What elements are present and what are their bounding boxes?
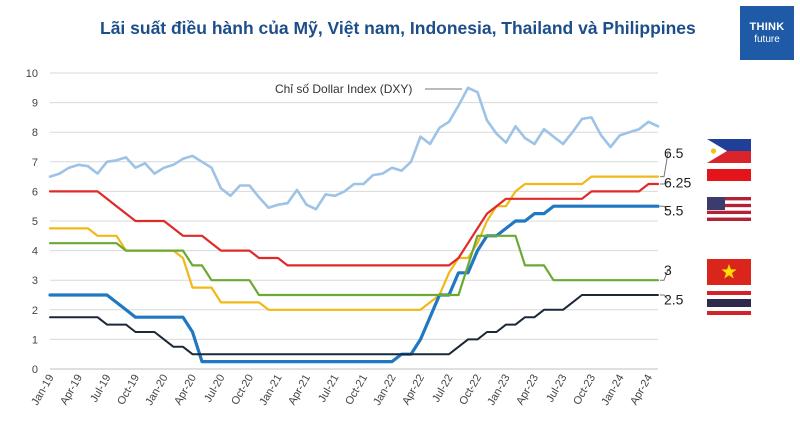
end-label-leader — [660, 152, 669, 178]
y-tick-label: 9 — [32, 98, 38, 110]
x-tick-label: Apr-20 — [172, 373, 199, 408]
y-tick-label: 0 — [32, 364, 38, 376]
logo-line2: future — [754, 34, 780, 45]
x-tick-label: Jan-19 — [29, 373, 56, 408]
end-label: 2.5 — [664, 291, 684, 307]
chart-title: Lãi suất điều hành của Mỹ, Việt nam, Ind… — [100, 18, 696, 38]
philippines-flag-icon — [707, 139, 751, 163]
x-tick-label: Jul-23 — [544, 373, 569, 405]
thinkfuture-logo: THINK future — [740, 6, 794, 60]
y-tick-label: 7 — [32, 157, 38, 169]
usa-flag-icon — [707, 197, 751, 221]
end-label: 6.5 — [664, 145, 684, 161]
vietnam-line — [48, 234, 660, 297]
vietnam-flag-icon — [707, 259, 751, 285]
x-tick-label: Oct-22 — [457, 373, 484, 408]
x-tick-label: Oct-21 — [343, 373, 370, 408]
x-tick-label: Oct-23 — [571, 373, 598, 408]
end-label: 6.25 — [664, 175, 691, 191]
x-tick-label: Oct-19 — [115, 373, 142, 408]
thailand-line — [49, 294, 659, 356]
y-tick-label: 1 — [32, 334, 38, 346]
end-label-leader — [660, 182, 669, 185]
x-tick-label: Oct-20 — [229, 373, 256, 408]
end-label: 3 — [664, 262, 672, 278]
end-label-leader — [660, 269, 669, 281]
x-tick-label: Jul-20 — [202, 373, 227, 405]
y-tick-label: 6 — [32, 186, 38, 198]
x-tick-label: Jul-21 — [316, 373, 341, 405]
end-label: 5.5 — [664, 203, 684, 219]
thailand-flag-icon — [707, 291, 751, 315]
dxy-annotation: Chỉ số Dollar Index (DXY) — [275, 82, 412, 96]
x-tick-label: Jan-23 — [485, 373, 512, 408]
x-tick-label: Apr-23 — [514, 373, 541, 408]
y-tick-label: 5 — [32, 216, 38, 228]
x-tick-label: Jan-20 — [143, 373, 170, 408]
x-tick-label: Apr-21 — [286, 373, 313, 408]
y-tick-label: 10 — [26, 68, 38, 80]
x-tick-label: Jan-24 — [599, 373, 626, 408]
x-tick-label: Jul-22 — [430, 373, 455, 405]
y-tick-label: 2 — [32, 305, 38, 317]
y-tick-label: 3 — [32, 275, 38, 287]
x-tick-label: Apr-24 — [628, 373, 655, 408]
end-label-leader — [660, 205, 669, 211]
indonesia-line — [48, 182, 660, 267]
x-tick-label: Apr-22 — [400, 373, 427, 408]
x-tick-label: Jan-22 — [371, 373, 398, 408]
x-tick-label: Jan-21 — [257, 373, 284, 408]
x-tick-label: Jul-19 — [88, 373, 113, 405]
logo-line1: THINK — [749, 21, 785, 33]
usa-line — [48, 204, 660, 364]
x-tick-label: Apr-19 — [58, 373, 85, 408]
philippines-line — [48, 175, 660, 311]
dxy-line — [48, 86, 660, 211]
y-tick-label: 8 — [32, 127, 38, 139]
end-label-leader — [660, 294, 669, 300]
indonesia-flag-icon — [707, 169, 751, 191]
y-tick-label: 4 — [32, 246, 38, 258]
